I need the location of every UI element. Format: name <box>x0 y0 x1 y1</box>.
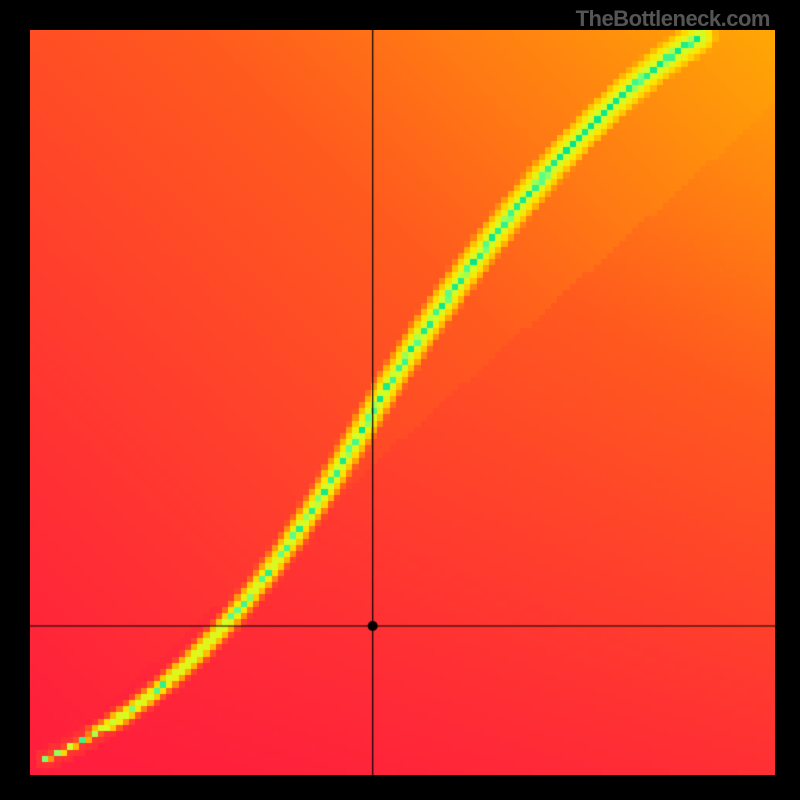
heatmap-canvas <box>30 30 775 775</box>
watermark-text: TheBottleneck.com <box>576 6 770 32</box>
chart-container: TheBottleneck.com <box>0 0 800 800</box>
